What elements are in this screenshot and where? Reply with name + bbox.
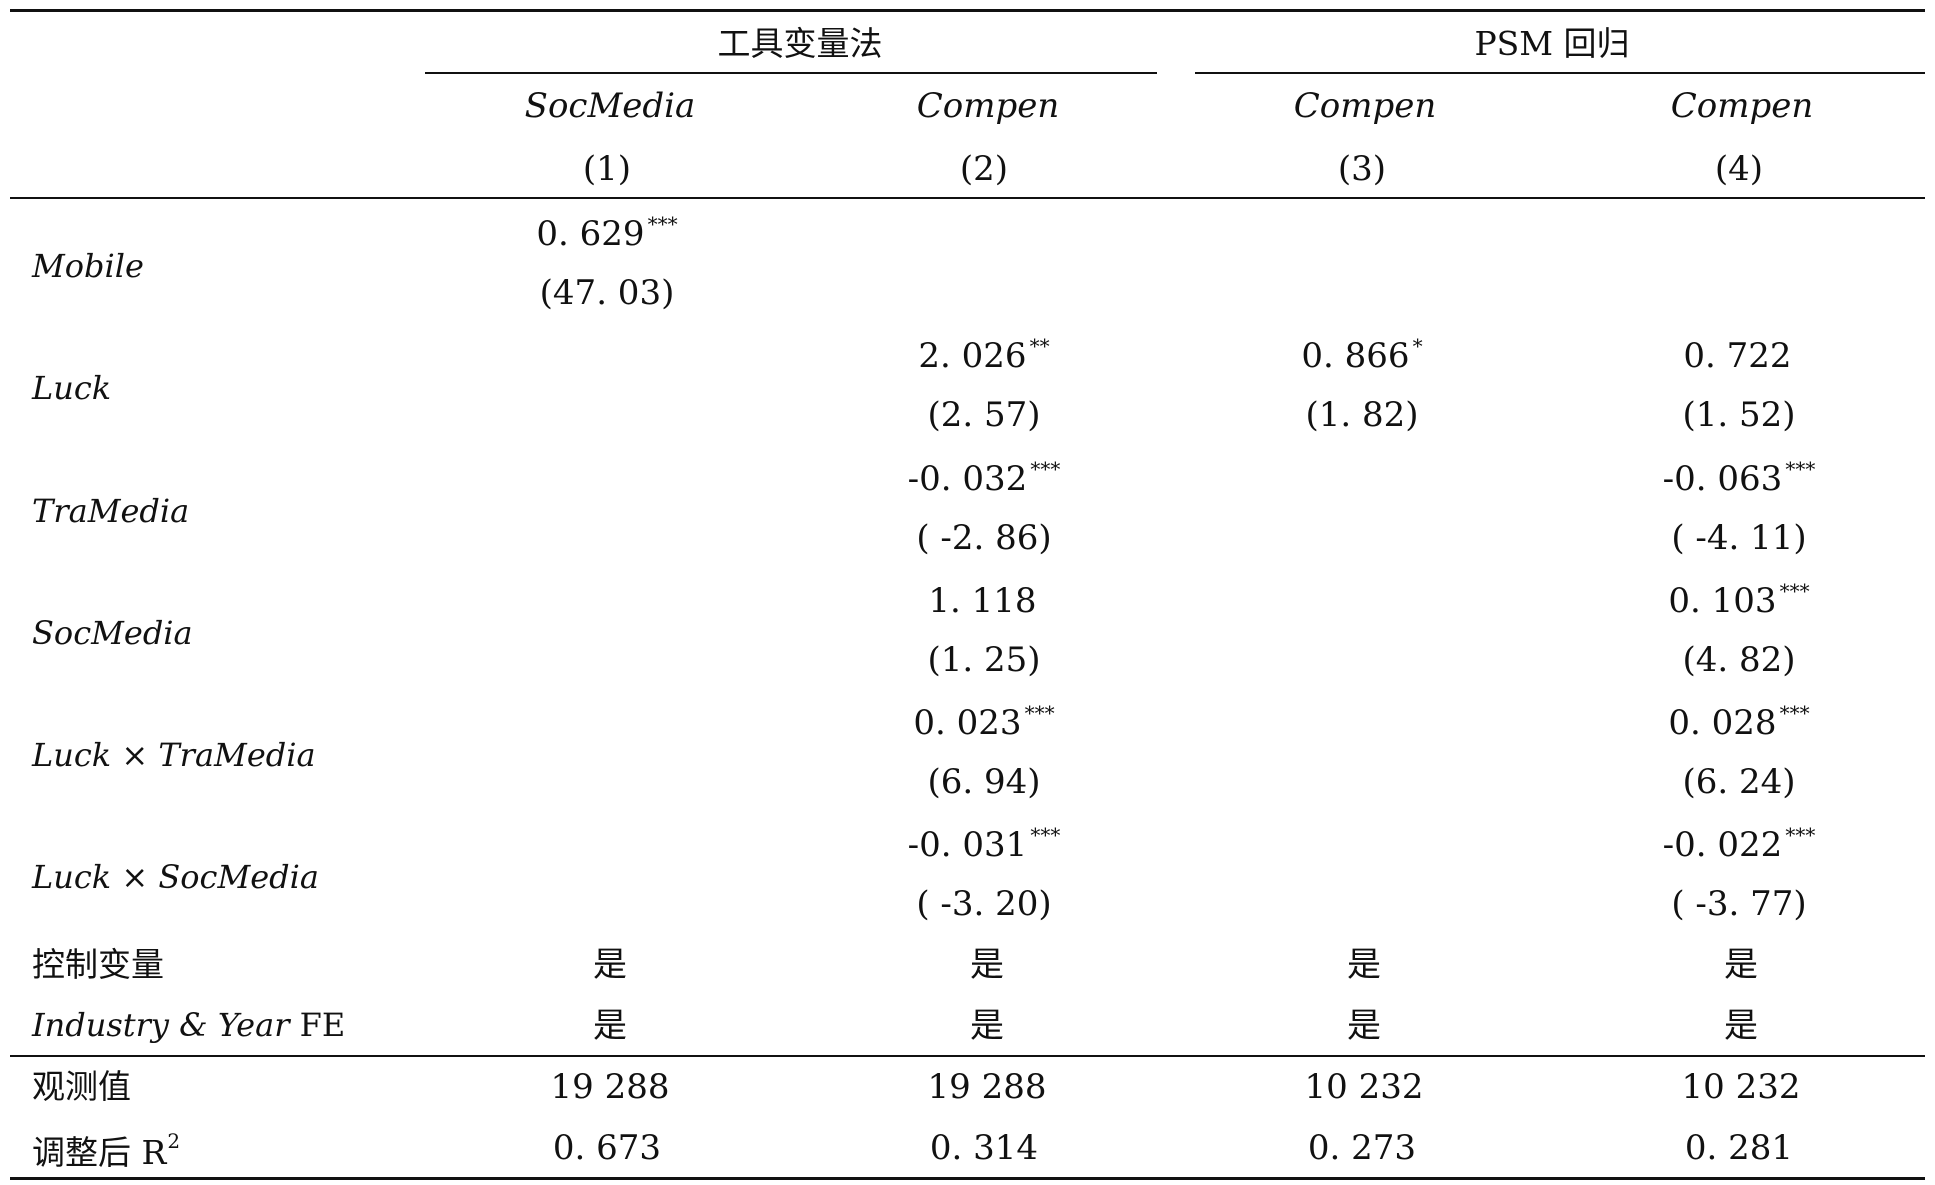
tstat-socmedia-2: (1. 25) <box>927 640 1041 680</box>
column-num-4: (4) <box>1714 149 1764 189</box>
row-label-adj-r2: 调整后 R2 <box>32 1129 181 1172</box>
coef-luck-2: 2. 026 ** <box>918 334 1050 376</box>
row-label-socmedia: SocMedia <box>32 614 193 652</box>
tstat-luck-2: (2. 57) <box>927 395 1041 435</box>
coef-mobile-1: 0. 629 *** <box>536 212 678 254</box>
group-header-iv: 工具变量法 <box>717 24 883 63</box>
bottom-rule <box>10 1177 1925 1180</box>
adjr2-4: 0. 281 <box>1684 1128 1794 1168</box>
obs-2: 19 288 <box>927 1067 1047 1107</box>
row-label-observations: 观测值 <box>32 1067 131 1106</box>
psm-group-underline <box>1195 72 1925 74</box>
column-var-2: Compen <box>916 86 1060 126</box>
coef-socmedia-2: 1. 118 <box>928 581 1037 621</box>
column-var-3: Compen <box>1293 86 1437 126</box>
controls-1: 是 <box>593 945 627 985</box>
coef-luck-tramedia-2: 0. 023 *** <box>913 701 1055 743</box>
coef-luck-tramedia-4: 0. 028 *** <box>1668 701 1810 743</box>
fe-4: 是 <box>1724 1006 1758 1046</box>
obs-1: 19 288 <box>550 1067 670 1107</box>
tstat-luck-tramedia-2: (6. 94) <box>927 762 1041 802</box>
adjr2-3: 0. 273 <box>1307 1128 1417 1168</box>
tstat-tramedia-2: ( -2. 86) <box>916 518 1052 558</box>
fe-3: 是 <box>1347 1006 1381 1046</box>
fe-1: 是 <box>593 1006 627 1046</box>
column-var-1: SocMedia <box>524 86 696 126</box>
tstat-mobile-1: (47. 03) <box>539 273 675 313</box>
iv-group-underline <box>425 72 1157 74</box>
adjr2-1: 0. 673 <box>552 1128 662 1168</box>
row-label-fixed-effects: Industry & Year FE <box>32 1006 346 1044</box>
tstat-luck-4: (1. 52) <box>1682 395 1796 435</box>
group-header-psm: PSM 回归 <box>1474 24 1630 63</box>
row-label-tramedia: TraMedia <box>32 492 190 530</box>
coef-tramedia-2: -0. 032 *** <box>907 457 1061 499</box>
coef-tramedia-4: -0. 063 *** <box>1662 457 1816 499</box>
column-num-2: (2) <box>959 149 1009 189</box>
top-rule <box>10 9 1925 12</box>
column-var-4: Compen <box>1670 86 1814 126</box>
header-bottom-rule <box>10 197 1925 199</box>
row-label-luck-tramedia: Luck × TraMedia <box>32 736 316 774</box>
tstat-luck-tramedia-4: (6. 24) <box>1682 762 1796 802</box>
tstat-luck-socmedia-4: ( -3. 77) <box>1671 884 1807 924</box>
tstat-luck-3: (1. 82) <box>1305 395 1419 435</box>
row-label-mobile: Mobile <box>32 247 144 285</box>
obs-3: 10 232 <box>1304 1067 1424 1107</box>
tstat-socmedia-4: (4. 82) <box>1682 640 1796 680</box>
row-label-luck: Luck <box>32 369 112 407</box>
controls-2: 是 <box>970 945 1004 985</box>
row-label-luck-socmedia: Luck × SocMedia <box>32 858 319 896</box>
controls-4: 是 <box>1724 945 1758 985</box>
column-num-3: (3) <box>1337 149 1387 189</box>
column-num-1: (1) <box>582 149 632 189</box>
tstat-luck-socmedia-2: ( -3. 20) <box>916 884 1052 924</box>
coef-luck-4: 0. 722 <box>1683 336 1792 376</box>
fe-2: 是 <box>970 1006 1004 1046</box>
tstat-tramedia-4: ( -4. 11) <box>1671 518 1807 558</box>
obs-4: 10 232 <box>1681 1067 1801 1107</box>
row-label-controls: 控制变量 <box>32 945 164 984</box>
coef-luck-socmedia-4: -0. 022 *** <box>1662 823 1816 865</box>
stats-divider-rule <box>10 1055 1925 1057</box>
coef-socmedia-4: 0. 103 *** <box>1668 579 1810 621</box>
coef-luck-3: 0. 866 * <box>1301 334 1423 376</box>
adjr2-2: 0. 314 <box>929 1128 1039 1168</box>
coef-luck-socmedia-2: -0. 031 *** <box>907 823 1061 865</box>
controls-3: 是 <box>1347 945 1381 985</box>
